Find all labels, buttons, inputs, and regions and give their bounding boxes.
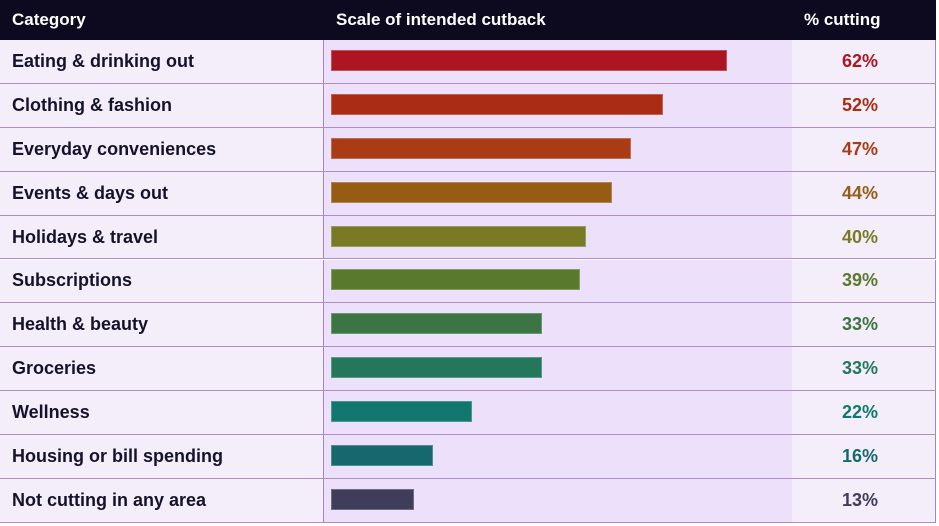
bar [331, 445, 434, 467]
table-row: Housing or bill spending 16% [0, 435, 936, 479]
table-row: Subscriptions 39% [0, 259, 936, 304]
bar [331, 181, 613, 203]
pct-cell: 22% [792, 391, 936, 435]
bar [331, 225, 587, 247]
category-label: Everyday conveniences [12, 138, 217, 159]
bar-cell [323, 435, 793, 478]
header-pct: % cutting [804, 10, 881, 29]
table-row: Clothing & fashion 52% [0, 83, 936, 128]
pct-value: 33% [841, 358, 879, 379]
pct-cell: 33% [792, 303, 936, 347]
pct-cell: 47% [792, 127, 936, 171]
bar-cell [323, 40, 793, 83]
header-scale: Scale of intended cutback [336, 10, 546, 29]
bar [331, 401, 472, 423]
category-label: Groceries [12, 358, 97, 379]
pct-value: 47% [841, 138, 879, 159]
pct-cell: 39% [792, 259, 936, 303]
category-cell: Health & beauty [0, 303, 323, 347]
pct-value: 39% [841, 270, 879, 291]
bar-cell [323, 215, 793, 259]
bar [331, 357, 542, 379]
table-row: Eating & drinking out 62% [0, 40, 936, 84]
category-cell: Not cutting in any area [0, 479, 323, 522]
bar [331, 49, 727, 71]
table-row: Events & days out 44% [0, 171, 936, 216]
table-row: Everyday conveniences 47% [0, 127, 936, 172]
pct-value: 16% [841, 446, 879, 467]
pct-value: 62% [841, 50, 879, 71]
pct-value: 52% [841, 94, 879, 115]
category-label: Clothing & fashion [12, 94, 172, 115]
bar-cell [323, 259, 793, 303]
table-row: Wellness 22% [0, 391, 936, 436]
pct-cell: 52% [792, 83, 936, 127]
pct-cell: 62% [792, 40, 936, 83]
category-label: Not cutting in any area [12, 489, 207, 510]
pct-cell: 44% [792, 171, 936, 215]
bar-cell [323, 83, 793, 127]
category-cell: Clothing & fashion [0, 83, 323, 127]
table-row: Not cutting in any area 13% [0, 479, 936, 523]
pct-value: 13% [841, 489, 879, 510]
category-label: Holidays & travel [12, 226, 159, 247]
category-label: Subscriptions [12, 270, 133, 291]
bar-cell [323, 303, 793, 347]
table-row: Health & beauty 33% [0, 303, 936, 348]
category-cell: Wellness [0, 391, 323, 435]
bar-cell [323, 391, 793, 435]
bar-cell [323, 127, 793, 171]
pct-cell: 40% [792, 215, 936, 259]
category-cell: Events & days out [0, 171, 323, 215]
category-label: Health & beauty [12, 314, 149, 335]
bar [331, 488, 415, 510]
pct-cell: 16% [792, 435, 936, 478]
header-category: Category [12, 10, 86, 29]
pct-cell: 13% [792, 479, 936, 522]
table-row: Groceries 33% [0, 347, 936, 392]
pct-value: 40% [841, 226, 879, 247]
table-row: Holidays & travel 40% [0, 215, 936, 260]
category-label: Housing or bill spending [12, 446, 223, 467]
category-label: Eating & drinking out [12, 50, 194, 71]
category-label: Events & days out [12, 182, 169, 203]
bar [331, 93, 664, 115]
bar [331, 137, 632, 159]
pct-value: 22% [841, 402, 879, 423]
category-cell: Groceries [0, 347, 323, 391]
table-header: Category Scale of intended cutback % cut… [0, 0, 936, 40]
category-cell: Housing or bill spending [0, 435, 323, 478]
pct-value: 33% [841, 314, 879, 335]
pct-cell: 33% [792, 347, 936, 391]
pct-value: 44% [841, 182, 879, 203]
bar-cell [323, 347, 793, 391]
bar-cell [323, 171, 793, 215]
category-cell: Subscriptions [0, 259, 323, 303]
category-cell: Everyday conveniences [0, 127, 323, 171]
category-cell: Eating & drinking out [0, 40, 323, 83]
category-label: Wellness [12, 402, 90, 423]
bar [331, 313, 542, 335]
bar [331, 269, 581, 291]
category-cell: Holidays & travel [0, 215, 323, 259]
bar-cell [323, 479, 793, 522]
